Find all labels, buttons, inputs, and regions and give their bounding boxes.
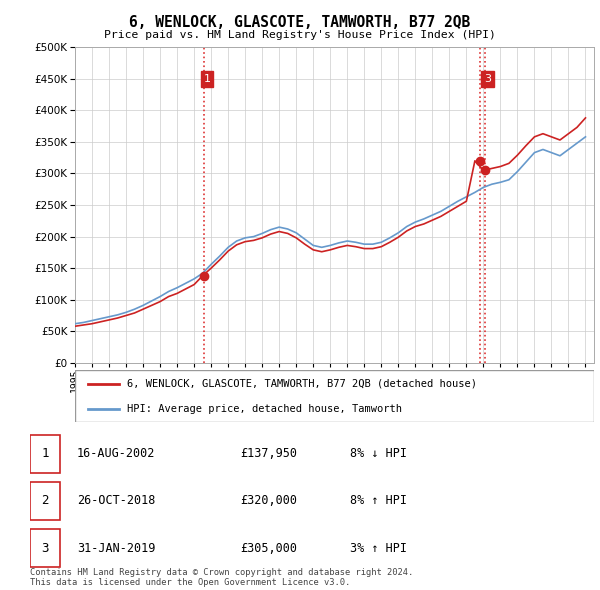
Text: 3% ↑ HPI: 3% ↑ HPI — [350, 542, 407, 555]
Text: 31-JAN-2019: 31-JAN-2019 — [77, 542, 155, 555]
FancyBboxPatch shape — [30, 435, 61, 473]
FancyBboxPatch shape — [30, 482, 61, 520]
Text: 6, WENLOCK, GLASCOTE, TAMWORTH, B77 2QB: 6, WENLOCK, GLASCOTE, TAMWORTH, B77 2QB — [130, 15, 470, 30]
FancyBboxPatch shape — [30, 529, 61, 567]
Text: 1: 1 — [203, 74, 211, 84]
Text: 6, WENLOCK, GLASCOTE, TAMWORTH, B77 2QB (detached house): 6, WENLOCK, GLASCOTE, TAMWORTH, B77 2QB … — [127, 379, 477, 389]
Text: £137,950: £137,950 — [240, 447, 297, 460]
Text: 26-OCT-2018: 26-OCT-2018 — [77, 494, 155, 507]
Text: Contains HM Land Registry data © Crown copyright and database right 2024.
This d: Contains HM Land Registry data © Crown c… — [30, 568, 413, 587]
Text: £320,000: £320,000 — [240, 494, 297, 507]
Text: 8% ↓ HPI: 8% ↓ HPI — [350, 447, 407, 460]
FancyBboxPatch shape — [75, 370, 594, 422]
Text: Price paid vs. HM Land Registry's House Price Index (HPI): Price paid vs. HM Land Registry's House … — [104, 31, 496, 40]
Text: HPI: Average price, detached house, Tamworth: HPI: Average price, detached house, Tamw… — [127, 404, 402, 414]
Text: 8% ↑ HPI: 8% ↑ HPI — [350, 494, 407, 507]
Text: 2: 2 — [41, 494, 49, 507]
Text: £305,000: £305,000 — [240, 542, 297, 555]
Text: 1: 1 — [41, 447, 49, 460]
Text: 3: 3 — [484, 74, 491, 84]
Text: 16-AUG-2002: 16-AUG-2002 — [77, 447, 155, 460]
Text: 3: 3 — [41, 542, 49, 555]
